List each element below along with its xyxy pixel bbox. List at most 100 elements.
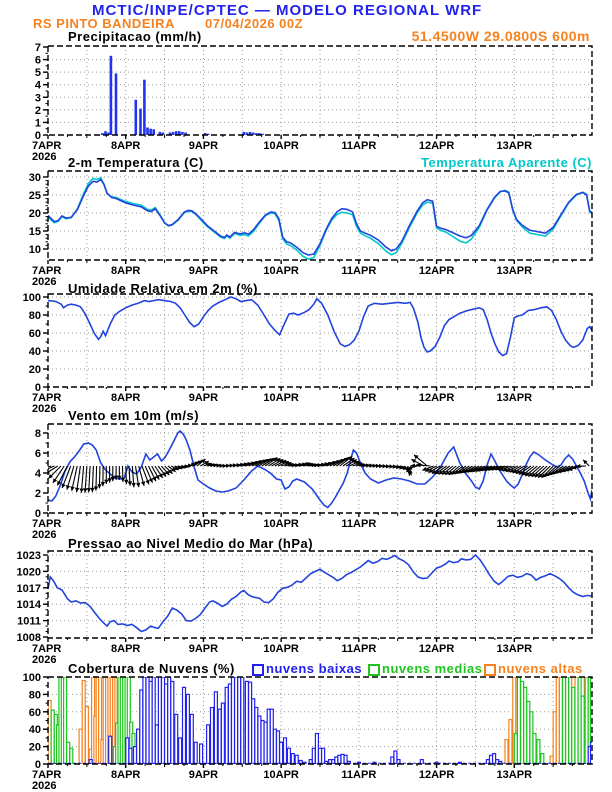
svg-text:40: 40 bbox=[29, 724, 41, 736]
svg-text:10APR: 10APR bbox=[263, 140, 299, 152]
svg-text:9APR: 9APR bbox=[189, 392, 218, 404]
svg-text:11APR: 11APR bbox=[341, 643, 376, 655]
svg-text:0: 0 bbox=[35, 759, 41, 771]
station-name: RS PINTO BANDEIRA bbox=[33, 16, 175, 31]
svg-text:8APR: 8APR bbox=[111, 643, 140, 655]
svg-text:8APR: 8APR bbox=[111, 265, 140, 277]
model-run-label: 07/04/2026 00Z bbox=[205, 16, 304, 31]
svg-text:5: 5 bbox=[35, 67, 41, 79]
svg-text:20: 20 bbox=[29, 208, 41, 220]
svg-text:100: 100 bbox=[23, 672, 41, 684]
svg-text:4: 4 bbox=[35, 80, 42, 92]
svg-text:20: 20 bbox=[29, 364, 41, 376]
svg-text:30: 30 bbox=[29, 172, 41, 184]
svg-text:60: 60 bbox=[29, 707, 41, 719]
svg-text:10: 10 bbox=[29, 244, 41, 256]
svg-text:1017: 1017 bbox=[17, 583, 41, 595]
svg-text:11APR: 11APR bbox=[341, 518, 376, 530]
svg-text:80: 80 bbox=[29, 310, 41, 322]
svg-text:9APR: 9APR bbox=[189, 265, 218, 277]
low-clouds-legend-label: nuvens baixas bbox=[266, 661, 363, 676]
svg-text:8APR: 8APR bbox=[111, 392, 140, 404]
svg-text:2: 2 bbox=[35, 105, 41, 117]
panel-pressure: 1008 1011 1014 1017 1020 1023 7APR 8APR 9APR 10AP… bbox=[17, 550, 593, 666]
svg-text:8APR: 8APR bbox=[111, 518, 140, 530]
svg-text:1: 1 bbox=[35, 117, 41, 129]
svg-text:8APR: 8APR bbox=[111, 140, 140, 152]
svg-text:12APR: 12APR bbox=[419, 392, 455, 404]
svg-text:2026: 2026 bbox=[32, 403, 56, 415]
svg-text:7APR: 7APR bbox=[32, 518, 61, 530]
apparent-temperature-legend: Temperatura Aparente (C) bbox=[421, 155, 592, 170]
svg-text:10APR: 10APR bbox=[263, 265, 299, 277]
low-clouds-legend-swatch-icon bbox=[252, 664, 264, 676]
wind-panel-title: Vento em 10m (m/s) bbox=[68, 408, 200, 423]
high-clouds-legend-swatch-icon bbox=[484, 664, 496, 676]
svg-text:10APR: 10APR bbox=[263, 392, 299, 404]
svg-text:6: 6 bbox=[35, 448, 41, 460]
svg-text:9APR: 9APR bbox=[189, 769, 218, 781]
page-title: MCTIC/INPE/CPTEC — MODELO REGIONAL WRF bbox=[92, 2, 483, 19]
svg-text:2026: 2026 bbox=[32, 780, 56, 792]
svg-text:8APR: 8APR bbox=[111, 769, 140, 781]
svg-text:7APR: 7APR bbox=[32, 140, 61, 152]
svg-text:11APR: 11APR bbox=[341, 140, 376, 152]
svg-text:0: 0 bbox=[35, 508, 41, 520]
svg-text:2026: 2026 bbox=[32, 276, 56, 288]
svg-text:10APR: 10APR bbox=[263, 643, 299, 655]
svg-text:1011: 1011 bbox=[17, 616, 41, 628]
high-clouds-legend-label: nuvens altas bbox=[498, 661, 583, 676]
svg-text:1020: 1020 bbox=[17, 566, 41, 578]
svg-text:13APR: 13APR bbox=[497, 265, 533, 277]
svg-text:15: 15 bbox=[29, 226, 41, 238]
svg-text:1023: 1023 bbox=[17, 550, 41, 562]
svg-text:10APR: 10APR bbox=[263, 518, 299, 530]
svg-text:6: 6 bbox=[35, 55, 41, 67]
svg-text:13APR: 13APR bbox=[497, 643, 533, 655]
svg-text:7APR: 7APR bbox=[32, 265, 61, 277]
svg-text:10APR: 10APR bbox=[263, 769, 299, 781]
svg-text:12APR: 12APR bbox=[419, 518, 455, 530]
svg-text:2026: 2026 bbox=[32, 529, 56, 541]
svg-text:13APR: 13APR bbox=[497, 140, 533, 152]
precip-panel-title: Precipitacao (mm/h) bbox=[68, 29, 202, 44]
svg-text:12APR: 12APR bbox=[419, 769, 455, 781]
svg-text:4: 4 bbox=[35, 468, 42, 480]
svg-text:7: 7 bbox=[35, 42, 41, 54]
svg-text:12APR: 12APR bbox=[419, 643, 455, 655]
svg-text:0: 0 bbox=[35, 382, 41, 394]
svg-text:13APR: 13APR bbox=[497, 518, 533, 530]
svg-text:9APR: 9APR bbox=[189, 518, 218, 530]
location-coordinates: 51.4500W 29.0800S 600m bbox=[411, 28, 590, 44]
mid-clouds-legend-label: nuvens medias bbox=[382, 661, 483, 676]
svg-text:11APR: 11APR bbox=[341, 265, 376, 277]
svg-text:7APR: 7APR bbox=[32, 392, 61, 404]
svg-text:80: 80 bbox=[29, 689, 41, 701]
svg-text:9APR: 9APR bbox=[189, 140, 218, 152]
svg-text:100: 100 bbox=[23, 292, 41, 304]
svg-text:0: 0 bbox=[35, 130, 41, 142]
svg-text:3: 3 bbox=[35, 92, 41, 104]
svg-text:11APR: 11APR bbox=[341, 769, 376, 781]
svg-text:1008: 1008 bbox=[17, 632, 41, 644]
svg-text:1014: 1014 bbox=[17, 599, 42, 611]
svg-text:2: 2 bbox=[35, 488, 41, 500]
svg-text:40: 40 bbox=[29, 346, 41, 358]
svg-text:2026: 2026 bbox=[32, 654, 56, 666]
humidity-panel-title: Umidade Relativa em 2m (%) bbox=[68, 281, 259, 296]
svg-text:9APR: 9APR bbox=[189, 643, 218, 655]
wind-direction-arrows bbox=[48, 454, 590, 493]
temperature-panel-title: 2-m Temperatura (C) bbox=[68, 155, 204, 170]
svg-text:60: 60 bbox=[29, 328, 41, 340]
svg-text:11APR: 11APR bbox=[341, 392, 376, 404]
svg-text:7APR: 7APR bbox=[32, 769, 61, 781]
svg-text:12APR: 12APR bbox=[419, 140, 455, 152]
panel-wind: 0 2 4 6 8 7APR 8APR 9APR 10APR 11APR 12APR 13APR 202… bbox=[32, 423, 593, 541]
clouds-panel-title: Cobertura de Nuvens (%) bbox=[68, 661, 235, 676]
svg-text:13APR: 13APR bbox=[497, 769, 533, 781]
svg-text:20: 20 bbox=[29, 742, 41, 754]
mid-clouds-legend-swatch-icon bbox=[368, 664, 380, 676]
